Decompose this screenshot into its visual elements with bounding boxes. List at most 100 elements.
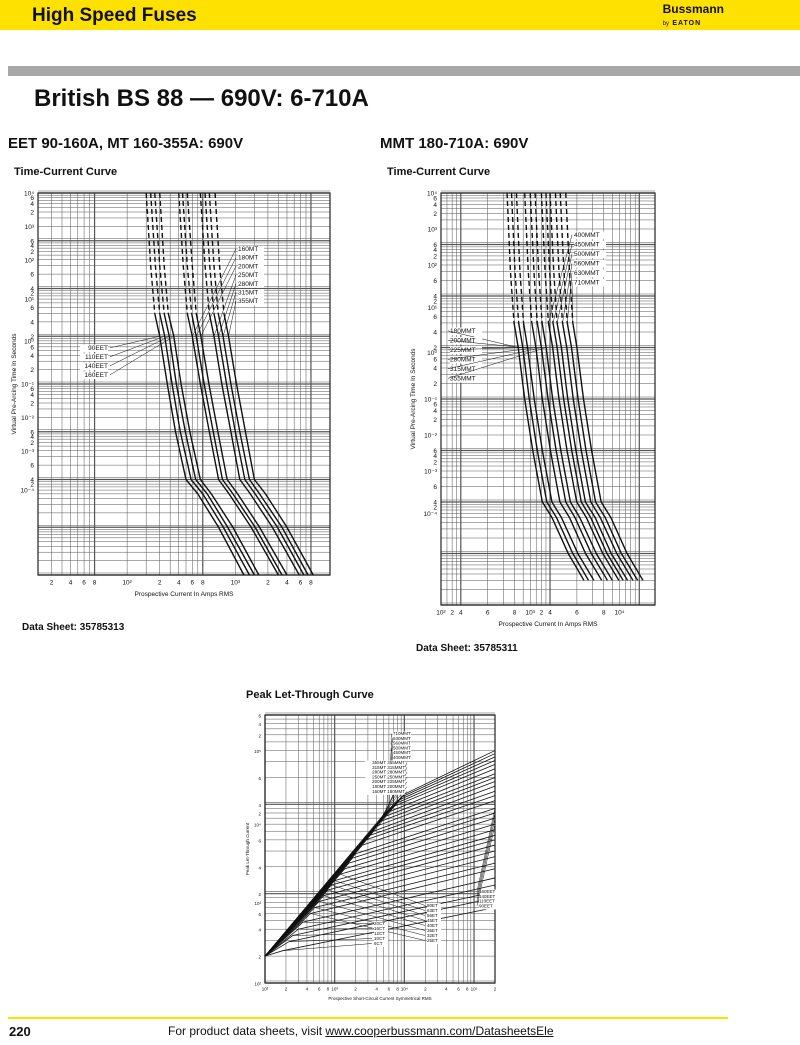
series-line [208, 313, 300, 576]
y-tick-label: 6 [258, 838, 261, 843]
y-tick-label: 2 [258, 955, 261, 960]
y-tick-label: 2 [433, 298, 437, 305]
series-label-bg [574, 269, 606, 277]
series-label: 25ET [427, 938, 438, 943]
x-tick-label: 2 [158, 580, 162, 587]
y-tick-label: 10⁴ [24, 191, 34, 198]
series-line-dashed [545, 192, 554, 323]
series-leader-line [340, 874, 426, 906]
series-label-bg [393, 755, 411, 761]
series-line [223, 313, 314, 576]
series-line [159, 313, 251, 576]
series-label: 35ET [427, 928, 438, 933]
brand-by: by [662, 21, 669, 27]
footer-link[interactable]: www.cooperbussmann.com/DatasheetsEle [325, 1024, 554, 1038]
series-leader-line [323, 895, 426, 926]
y-tick-label: 6 [30, 429, 34, 436]
series-label: 200MT [238, 263, 258, 270]
y-tick-label: 10³ [428, 226, 438, 233]
y-tick-label: 2 [433, 253, 437, 260]
series-leader-line [567, 272, 573, 323]
series-leader-line [552, 244, 573, 323]
y-tick-label: 6 [258, 714, 261, 719]
x-tick-label: 4 [548, 610, 552, 617]
x-tick-label: 8 [396, 987, 399, 992]
series-leader-line [109, 336, 174, 376]
series-label-bg [450, 346, 482, 354]
series-label: 500MMT [393, 745, 411, 750]
y-tick-label: 4 [433, 500, 437, 507]
series-label-bg [574, 241, 606, 249]
y-tick-label: 2 [258, 811, 261, 816]
series-label: 140EET [85, 363, 109, 370]
series-label: 45ET [427, 918, 438, 923]
y-tick-label: 10¹ [25, 297, 35, 304]
series-label-bg [374, 921, 388, 927]
series-label-bg [427, 938, 441, 944]
series-label: 160MT [238, 246, 258, 253]
y-tick-label: 6 [433, 314, 437, 321]
series-label: 400MMT [393, 755, 411, 760]
series-label-bg [374, 936, 388, 942]
series-leader-line [571, 282, 574, 323]
series-label: 355MMT [450, 376, 476, 383]
series-line-dashed [506, 192, 515, 323]
x-axis-title: Prospective Current In Amps RMS [499, 621, 599, 628]
y-tick-label: 4 [30, 286, 34, 293]
y-axis-title: Virtual Pre-Arcing Time In Seconds [11, 333, 18, 435]
y-tick-label: 6 [258, 776, 261, 781]
footer-rule [8, 1017, 728, 1019]
x-tick-label: 4 [306, 987, 309, 992]
y-tick-label: 6 [433, 484, 437, 491]
series-line-dashed [534, 192, 543, 323]
series-line [536, 322, 609, 581]
x-tick-label: 8 [201, 580, 205, 587]
series-label-bg [393, 745, 411, 752]
y-tick-label: 6 [433, 278, 437, 285]
y-tick-label: 2 [433, 459, 437, 466]
series-leader-line [222, 292, 237, 337]
plot-frame [440, 192, 656, 606]
series-leader-line [228, 300, 237, 337]
series-leader-line [476, 818, 496, 902]
series-label-bg [479, 899, 497, 905]
y-tick-label: 10⁰ [24, 337, 34, 345]
x-tick-label: 10² [262, 987, 269, 992]
series-label-bg [574, 260, 606, 268]
x-tick-label: 2 [266, 580, 270, 587]
y-tick-label: 10⁻² [424, 432, 438, 439]
x-tick-label: 8 [602, 610, 606, 617]
y-tick-label: 4 [258, 722, 261, 727]
series-line-dashed [186, 192, 197, 314]
series-leader-line [192, 248, 237, 337]
series-leader-line [476, 812, 496, 897]
series-label-bg [365, 774, 405, 781]
y-tick-label: 10⁻⁴ [424, 511, 438, 518]
series-label: 180MT 200MMT [372, 784, 405, 789]
y-tick-label: 6 [433, 242, 437, 249]
series-label-bg [450, 327, 482, 335]
series-label-bg [450, 337, 482, 345]
x-tick-label: 6 [299, 580, 303, 587]
y-tick-label: 10³ [25, 224, 35, 231]
x-tick-label: 2 [540, 610, 544, 617]
series-label: 80ET [427, 903, 438, 908]
series-leader-line [288, 938, 373, 942]
series-leader-line [365, 786, 408, 841]
x-tick-label: 6 [575, 610, 579, 617]
series-line [163, 313, 255, 576]
series-label: 160EET [85, 372, 109, 379]
x-tick-label: 2 [450, 610, 454, 617]
series-label: 315MT [238, 290, 258, 297]
series-leader-line [200, 266, 237, 337]
y-tick-label: 4 [258, 803, 261, 808]
brand-name: Bussmann [662, 2, 724, 16]
series-label: 280MT [238, 281, 258, 288]
x-tick-label: 4 [69, 580, 73, 587]
series-label-bg [427, 923, 441, 929]
y-tick-label: 6 [30, 195, 34, 202]
y-axis-title: Peak Let-Through Current [245, 822, 250, 875]
y-tick-label: 6 [433, 356, 437, 363]
time-current-chart-mmt: 10⁴64210³64210²64210¹64210⁰64210⁻¹64210⁻… [410, 191, 656, 628]
series-label-bg [427, 913, 441, 919]
